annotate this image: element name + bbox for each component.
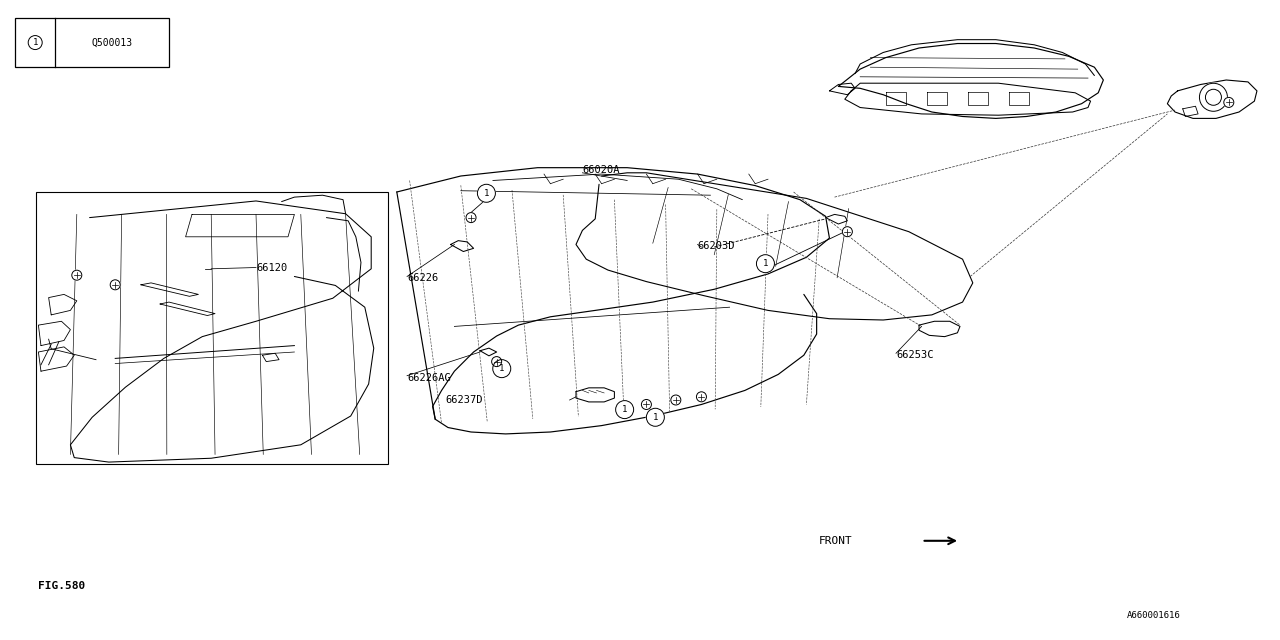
Text: 66226AG: 66226AG (407, 372, 451, 383)
Text: FIG.580: FIG.580 (38, 581, 86, 591)
Text: 66120: 66120 (256, 262, 287, 273)
Circle shape (646, 408, 664, 426)
Text: 66203D: 66203D (698, 241, 735, 252)
Text: 66253C: 66253C (896, 350, 933, 360)
Circle shape (110, 280, 120, 290)
Bar (15, 18, 169, 67)
Circle shape (616, 401, 634, 419)
Text: 1: 1 (763, 259, 768, 268)
Circle shape (641, 399, 652, 410)
Circle shape (493, 360, 511, 378)
Text: 1: 1 (499, 364, 504, 373)
Circle shape (842, 227, 852, 237)
Text: 66020A: 66020A (582, 164, 620, 175)
Text: Q500013: Q500013 (91, 38, 133, 47)
Circle shape (696, 392, 707, 402)
Text: 1: 1 (653, 413, 658, 422)
Circle shape (756, 255, 774, 273)
Circle shape (72, 270, 82, 280)
Circle shape (671, 395, 681, 405)
Text: 1: 1 (484, 189, 489, 198)
Circle shape (492, 356, 502, 367)
Circle shape (1199, 83, 1228, 111)
Text: FRONT: FRONT (819, 536, 852, 546)
Circle shape (477, 184, 495, 202)
Text: 1: 1 (622, 405, 627, 414)
Text: A660001616: A660001616 (1126, 611, 1180, 620)
Text: 66237D: 66237D (445, 395, 483, 405)
Circle shape (1224, 97, 1234, 108)
Text: 66226: 66226 (407, 273, 438, 284)
Circle shape (1206, 89, 1221, 105)
Circle shape (28, 36, 42, 49)
Circle shape (466, 212, 476, 223)
Text: 1: 1 (32, 38, 38, 47)
Bar (36, 192, 388, 464)
